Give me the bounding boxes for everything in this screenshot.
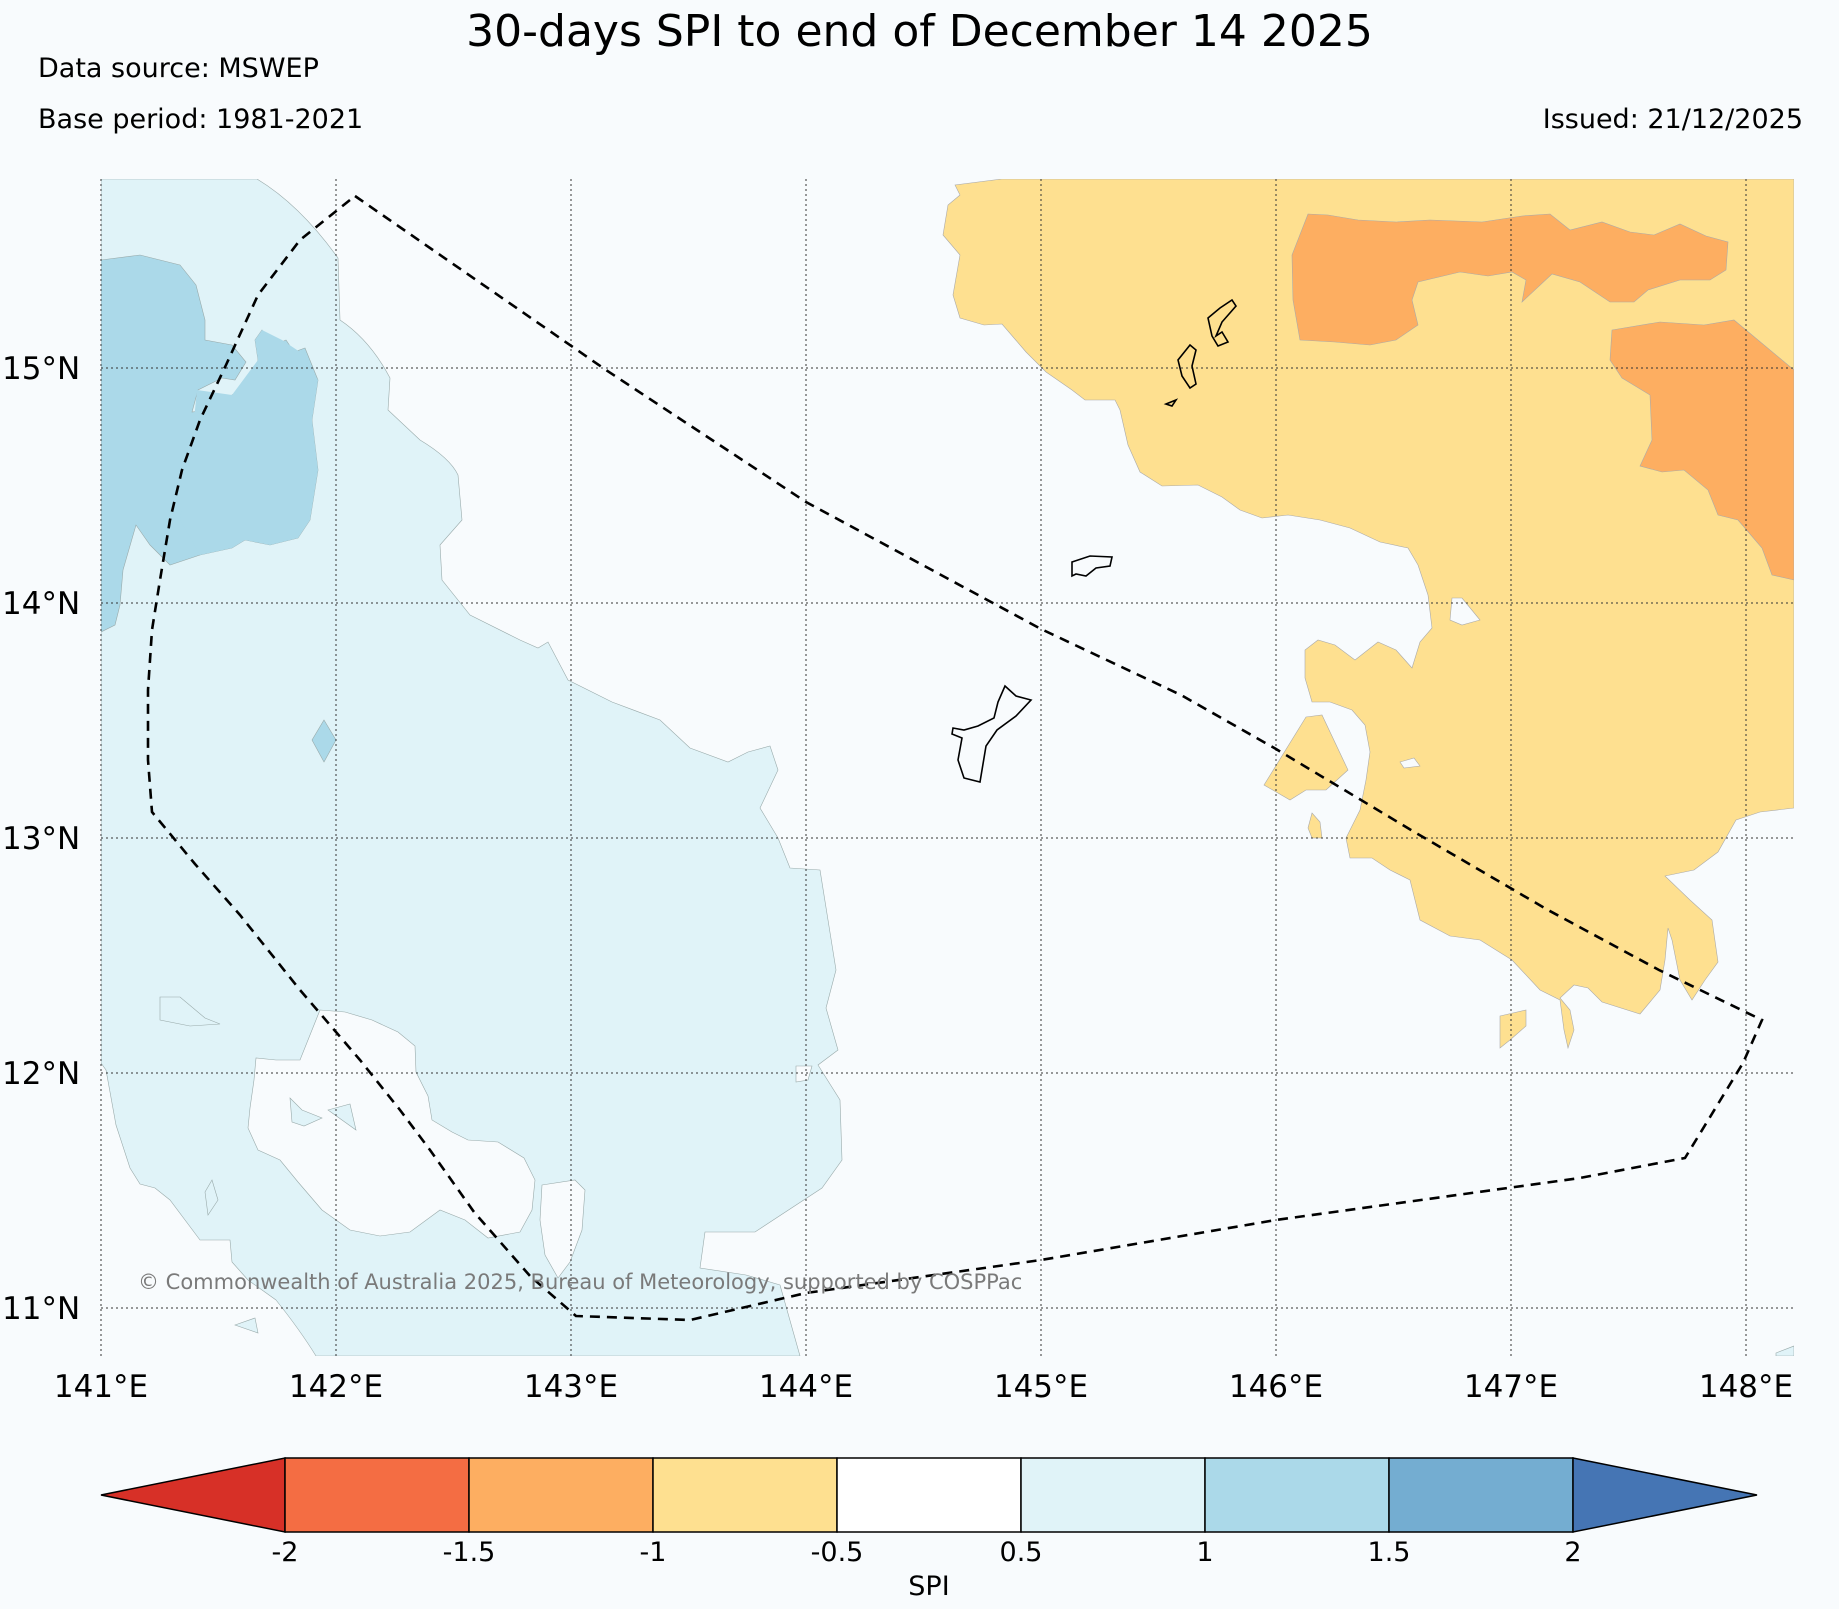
spi-region-minus1-to-minus0.5-northeast [942, 179, 1794, 1050]
spi-patch-yellow-1 [1263, 714, 1349, 801]
spi-patch-white-in-yellow-2 [1399, 757, 1421, 769]
colorbar-tick: 0.5 [1000, 1537, 1043, 1568]
colorbar-tick: 1 [1196, 1537, 1213, 1568]
colorbar-extend-low [100, 1457, 286, 1533]
lat-tick-labels: 15°N 14°N 13°N 12°N 11°N [2, 351, 80, 1327]
colorbar-tick: -1 [640, 1537, 667, 1568]
lon-tick-labels: 141°E 142°E 143°E 144°E 145°E 146°E 147°… [54, 1369, 1793, 1405]
spi-patch-white-in-yellow-1 [1449, 597, 1481, 626]
spi-patch-west-1 [159, 996, 221, 1027]
spi-patch-yellow-3 [1499, 1009, 1527, 1049]
spi-region-near-normal-hole-3 [795, 1065, 813, 1083]
lon-tick-148: 148°E [1699, 1369, 1793, 1405]
island-rota [1071, 555, 1113, 578]
colorbar-bin-0.5-to-1 [1020, 1457, 1206, 1533]
issued-date-label: Issued: 21/12/2025 [1542, 104, 1803, 135]
lon-tick-146: 146°E [1229, 1369, 1323, 1405]
colorbar-bin-minus2-to-minus1.5 [284, 1457, 470, 1533]
lat-tick-15: 15°N [2, 351, 80, 387]
spi-region-near-normal-hole-1 [247, 1009, 536, 1239]
colorbar-bin-1.5-to-2 [1388, 1457, 1574, 1533]
lon-tick-147: 147°E [1464, 1369, 1558, 1405]
lat-tick-12: 12°N [2, 1056, 80, 1092]
lon-tick-143: 143°E [524, 1369, 618, 1405]
spi-patch-1-to-1.5-a [289, 1097, 323, 1127]
island-guam [951, 684, 1033, 783]
spi-patch-east-edge [1775, 1345, 1794, 1356]
copyright-notice: © Commonwealth of Australia 2025, Bureau… [138, 1270, 1022, 1294]
data-source-label: Data source: MSWEP [38, 53, 319, 84]
colorbar-bin-near-normal [836, 1457, 1022, 1533]
lat-tick-11: 11°N [2, 1291, 80, 1327]
graticule [100, 179, 1794, 1356]
spi-region-minus1.5-to-minus1-north [1291, 213, 1729, 346]
colorbar-bin-minus1.5-to-minus1 [468, 1457, 654, 1533]
colorbar-bin-1-to-1.5 [1204, 1457, 1390, 1533]
colorbar-tick: 1.5 [1368, 1537, 1411, 1568]
map-title: 30-days SPI to end of December 14 2025 [466, 6, 1373, 57]
colorbar-tick: -0.5 [811, 1537, 864, 1568]
lat-tick-14: 14°N [2, 586, 80, 622]
colorbar-tick: 2 [1564, 1537, 1581, 1568]
lon-tick-145: 145°E [994, 1369, 1088, 1405]
colorbar-tick-labels: -2 -1.5 -1 -0.5 0.5 1 1.5 2 SPI [272, 1537, 1582, 1602]
spi-region-minus1.5-to-minus1-east [1609, 319, 1794, 581]
colorbar-title: SPI [908, 1571, 949, 1602]
coastlines [951, 298, 1238, 783]
spi-patch-yellow-2 [1307, 812, 1323, 839]
colorbar-bin-minus1-to-minus0.5 [652, 1457, 838, 1533]
spi-patch-1-to-1.5-b [327, 1103, 357, 1131]
lon-tick-144: 144°E [759, 1369, 853, 1405]
island-saipan [1207, 298, 1238, 347]
colorbar-extend-high [1572, 1457, 1758, 1533]
spi-patch-west-2 [204, 1179, 219, 1216]
base-period-label: Base period: 1981-2021 [38, 104, 364, 135]
spi-contours [101, 179, 1794, 1356]
spi-region-1-to-1.5-west-fill [180, 330, 318, 555]
island-tinian [1177, 343, 1197, 390]
spi-patch-1-to-1.5-small [311, 719, 337, 763]
spi-colorbar [100, 1457, 1758, 1533]
colorbar-tick: -2 [272, 1537, 299, 1568]
lon-tick-142: 142°E [289, 1369, 383, 1405]
spi-region-near-normal-hole-2 [539, 1179, 586, 1279]
lon-tick-141: 141°E [54, 1369, 148, 1405]
island-aguijan [1163, 398, 1179, 407]
spi-patch-west-3 [234, 1317, 259, 1334]
region-boundary-dashed [146, 194, 1764, 1322]
lat-tick-13: 13°N [2, 821, 80, 857]
colorbar-tick: -1.5 [443, 1537, 496, 1568]
